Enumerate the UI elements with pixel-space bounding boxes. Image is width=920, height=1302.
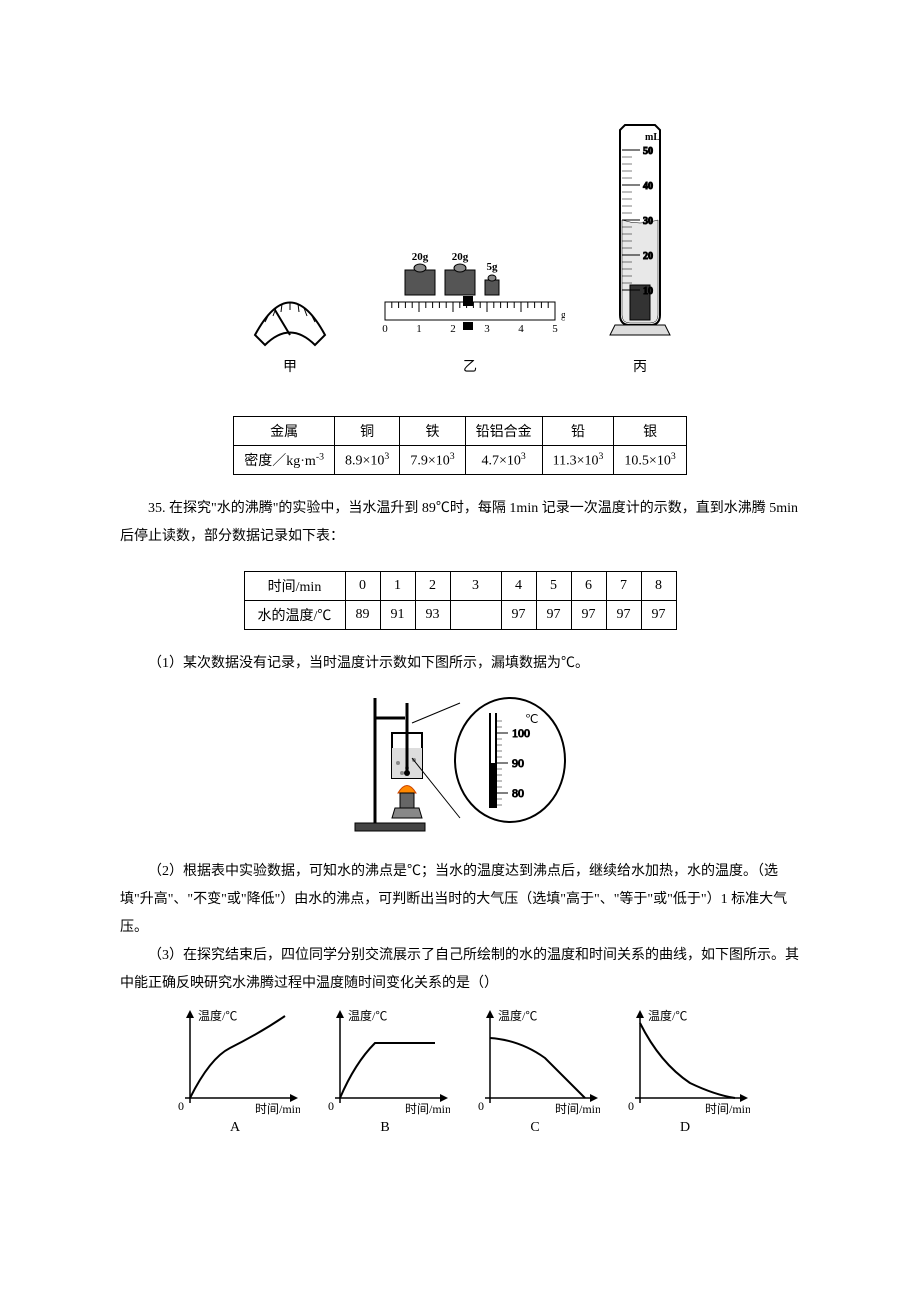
chart-D: 温度/℃ 时间/min 0 D: [620, 1008, 750, 1136]
svg-text:mL: mL: [645, 132, 660, 143]
svg-text:温度/℃: 温度/℃: [498, 1008, 537, 1023]
yi-label: 乙: [463, 356, 477, 376]
density-val-3: 11.3×103: [542, 446, 614, 475]
svg-text:4: 4: [518, 323, 524, 335]
density-val-2: 4.7×103: [465, 446, 542, 475]
weight-2-label: 20g: [452, 251, 469, 263]
thermometer-figure: ℃ 100 90 80: [120, 688, 800, 838]
svg-text:0: 0: [628, 1099, 634, 1113]
temp-header: 水的温度/℃: [244, 601, 345, 630]
chart-D-svg: 温度/℃ 时间/min 0: [620, 1008, 750, 1118]
density-table: 金属 铜 铁 铅铝合金 铅 银 密度／kg·m-3 8.9×103 7.9×10…: [233, 416, 686, 475]
svg-text:40: 40: [643, 181, 653, 192]
svg-text:30: 30: [643, 216, 653, 227]
chart-C: 温度/℃ 时间/min 0 C: [470, 1008, 600, 1136]
svg-text:时间/min: 时间/min: [555, 1102, 600, 1116]
time-header: 时间/min: [244, 572, 345, 601]
q35-stem: 35. 在探究"水的沸腾"的实验中，当水温升到 89℃时，每隔 1min 记录一…: [120, 495, 800, 551]
svg-text:1: 1: [416, 323, 422, 335]
balance-svg: 20g 20g 5g: [375, 240, 565, 350]
svg-text:时间/min: 时间/min: [255, 1102, 300, 1116]
balance-yi: 20g 20g 5g: [375, 240, 565, 376]
svg-text:80: 80: [512, 786, 524, 800]
table-row: 时间/min 0 1 2 3 4 5 6 7 8: [244, 572, 676, 601]
svg-text:时间/min: 时间/min: [705, 1102, 750, 1116]
svg-text:10: 10: [643, 286, 653, 297]
table-row: 金属 铜 铁 铅铝合金 铅 银: [234, 417, 686, 446]
boiling-table: 时间/min 0 1 2 3 4 5 6 7 8 水的温度/℃ 89 91 93…: [244, 571, 677, 630]
svg-text:温度/℃: 温度/℃: [198, 1008, 237, 1023]
density-header-metal: 金属: [234, 417, 335, 446]
density-val-1: 7.9×103: [400, 446, 465, 475]
density-val-0: 8.9×103: [335, 446, 400, 475]
q35-p2: （2）根据表中实验数据，可知水的沸点是℃；当水的温度达到沸点后，继续给水加热，水…: [120, 858, 800, 942]
svg-text:50: 50: [643, 146, 653, 157]
density-col-2: 铅铝合金: [465, 417, 542, 446]
svg-text:温度/℃: 温度/℃: [348, 1008, 387, 1023]
svg-text:0: 0: [382, 323, 388, 335]
chart-options-row: 温度/℃ 时间/min 0 A 温度/℃ 时间/min 0 B: [120, 1008, 800, 1136]
density-header-unit: 密度／kg·m-3: [234, 446, 335, 475]
svg-text:g: g: [561, 310, 565, 321]
density-col-1: 铁: [400, 417, 465, 446]
svg-text:2: 2: [450, 323, 456, 335]
density-col-3: 铅: [542, 417, 614, 446]
jia-label: 甲: [283, 356, 297, 376]
pointer-scale-jia: 甲: [245, 280, 335, 376]
density-val-4: 10.5×103: [614, 446, 686, 475]
weight-1-label: 20g: [412, 251, 429, 263]
cylinder-svg: mL 50 40 30 20 10: [605, 120, 675, 350]
weight-3-label: 5g: [487, 261, 499, 273]
svg-text:时间/min: 时间/min: [405, 1102, 450, 1116]
chart-C-svg: 温度/℃ 时间/min 0: [470, 1008, 600, 1118]
chart-B-svg: 温度/℃ 时间/min 0: [320, 1008, 450, 1118]
table-row: 水的温度/℃ 89 91 93 97 97 97 97 97: [244, 601, 676, 630]
chart-A-svg: 温度/℃ 时间/min 0: [170, 1008, 300, 1118]
svg-text:0: 0: [328, 1099, 334, 1113]
q35-p3: （3）在探究结束后，四位同学分别交流展示了自己所绘制的水的温度和时间关系的曲线，…: [120, 942, 800, 998]
density-col-0: 铜: [335, 417, 400, 446]
svg-text:100: 100: [512, 726, 530, 740]
bing-label: 丙: [633, 356, 647, 376]
svg-text:0: 0: [478, 1099, 484, 1113]
cylinder-bing: mL 50 40 30 20 10 丙: [605, 120, 675, 376]
density-col-4: 银: [614, 417, 686, 446]
chart-B: 温度/℃ 时间/min 0 B: [320, 1008, 450, 1136]
svg-text:0: 0: [178, 1099, 184, 1113]
q35-p1: （1）某次数据没有记录，当时温度计示数如下图所示，漏填数据为℃。: [120, 650, 800, 678]
pointer-scale-svg: [245, 280, 335, 350]
thermometer-svg: ℃ 100 90 80: [350, 688, 570, 838]
chart-A: 温度/℃ 时间/min 0 A: [170, 1008, 300, 1136]
svg-text:90: 90: [512, 756, 524, 770]
apparatus-figure: 甲 20g 20g 5g: [120, 120, 800, 376]
table-row: 密度／kg·m-3 8.9×103 7.9×103 4.7×103 11.3×1…: [234, 446, 686, 475]
svg-text:5: 5: [552, 323, 558, 335]
svg-text:3: 3: [484, 323, 490, 335]
svg-text:温度/℃: 温度/℃: [648, 1008, 687, 1023]
svg-text:20: 20: [643, 251, 653, 262]
svg-text:℃: ℃: [525, 712, 538, 726]
